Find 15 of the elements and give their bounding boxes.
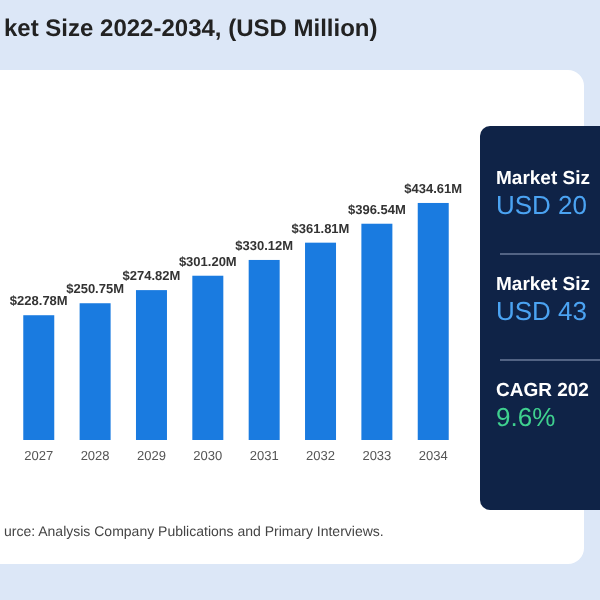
bar xyxy=(135,290,167,440)
bar xyxy=(192,275,224,440)
bar xyxy=(79,303,111,440)
text: USD 20 xyxy=(496,190,588,220)
text: Market Siz xyxy=(496,168,591,190)
text: USD 43 xyxy=(496,296,588,326)
bar xyxy=(361,223,393,440)
bar xyxy=(417,202,449,440)
text: Market Siz xyxy=(496,274,591,296)
text: CAGR 202 xyxy=(496,380,589,402)
bar xyxy=(248,259,280,440)
text: 9.6% xyxy=(496,402,557,432)
bar xyxy=(305,242,337,440)
bar xyxy=(23,315,55,440)
chart-title: ket Size 2022-2034, (USD Million) xyxy=(4,14,378,42)
